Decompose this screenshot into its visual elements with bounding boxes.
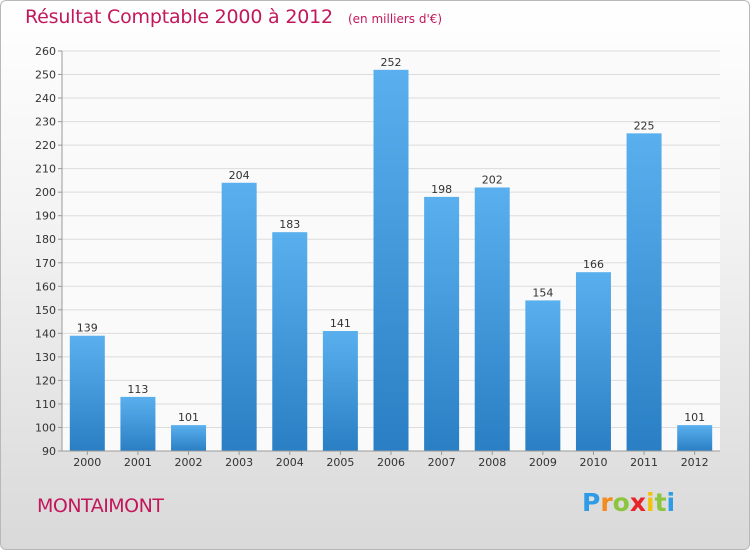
y-tick-label: 120	[35, 374, 56, 387]
data-label: 198	[431, 183, 452, 196]
y-tick-label: 200	[35, 186, 56, 199]
data-label: 101	[178, 411, 199, 424]
x-axis-ticks: 2000 2001 2002 2003 2004 2005 2006 2007 2008 2009…	[73, 451, 709, 469]
x-tick-label: 2008	[478, 456, 506, 469]
y-tick-label: 90	[42, 445, 56, 458]
x-tick-label: 2002	[175, 456, 203, 469]
logo-letter: i	[646, 488, 655, 517]
logo-letter: t	[654, 488, 667, 517]
y-tick-label: 250	[35, 69, 56, 82]
data-label: 166	[583, 258, 604, 271]
bar-2010	[575, 272, 611, 451]
x-tick-label: 2003	[225, 456, 253, 469]
x-tick-label: 2010	[579, 456, 607, 469]
proxiti-logo: Proxiti	[582, 488, 675, 517]
y-tick-label: 160	[35, 280, 56, 293]
chart-title: Résultat Comptable 2000 à 2012	[25, 6, 333, 28]
y-tick-label: 150	[35, 304, 56, 317]
x-tick-label: 2006	[377, 456, 405, 469]
bars	[69, 69, 713, 451]
data-label: 183	[279, 218, 300, 231]
x-tick-label: 2001	[124, 456, 152, 469]
y-tick-label: 260	[35, 45, 56, 58]
logo-letter: P	[582, 488, 601, 517]
bar-2005	[322, 331, 358, 451]
x-tick-label: 2007	[428, 456, 456, 469]
chart-unit-label: (en milliers d'€)	[347, 12, 443, 26]
bar-2011	[626, 133, 662, 451]
x-tick-label: 2009	[529, 456, 557, 469]
logo-letter: r	[600, 488, 613, 517]
bar-2004	[272, 232, 308, 451]
y-tick-label: 220	[35, 139, 56, 152]
y-tick-label: 180	[35, 233, 56, 246]
bar-2007	[424, 196, 460, 451]
data-label: 101	[684, 411, 705, 424]
bar-2001	[120, 396, 156, 451]
y-tick-label: 230	[35, 116, 56, 129]
logo-letter: x	[629, 488, 646, 517]
data-label: 113	[127, 383, 148, 396]
y-axis-ticks: 90 100 110 120 130 140 150 160 170 180 190 200 210 22…	[35, 45, 62, 458]
x-tick-label: 2000	[73, 456, 101, 469]
x-tick-label: 2011	[630, 456, 658, 469]
bar-2006	[373, 69, 409, 451]
data-label: 141	[330, 317, 351, 330]
y-tick-label: 110	[35, 398, 56, 411]
data-label: 252	[381, 56, 402, 69]
y-tick-label: 190	[35, 210, 56, 223]
bar-2012	[677, 425, 713, 451]
data-label: 204	[229, 169, 250, 182]
data-label: 202	[482, 173, 503, 186]
bar-2009	[525, 300, 561, 451]
data-label: 225	[634, 119, 655, 132]
x-tick-label: 2004	[276, 456, 304, 469]
bar-2002	[171, 425, 207, 451]
y-tick-label: 170	[35, 257, 56, 270]
x-tick-label: 2005	[326, 456, 354, 469]
y-tick-label: 210	[35, 163, 56, 176]
commune-name: MONTAIMONT	[37, 495, 164, 517]
logo-letter: i	[666, 488, 676, 517]
y-tick-label: 140	[35, 327, 56, 340]
data-label: 139	[77, 322, 98, 335]
y-tick-label: 130	[35, 351, 56, 364]
bar-2003	[221, 182, 257, 451]
bar-2000	[69, 335, 105, 451]
chart-title-row: Résultat Comptable 2000 à 2012 (en milli…	[25, 6, 442, 28]
data-label: 154	[532, 286, 553, 299]
x-tick-label: 2012	[681, 456, 709, 469]
bar-2008	[474, 187, 510, 451]
y-tick-label: 240	[35, 92, 56, 105]
logo-letter: o	[612, 488, 630, 517]
y-tick-label: 100	[35, 421, 56, 434]
data-labels: 139 113 101 204 183 141 252 198 202 154 166 225 101	[77, 56, 705, 424]
